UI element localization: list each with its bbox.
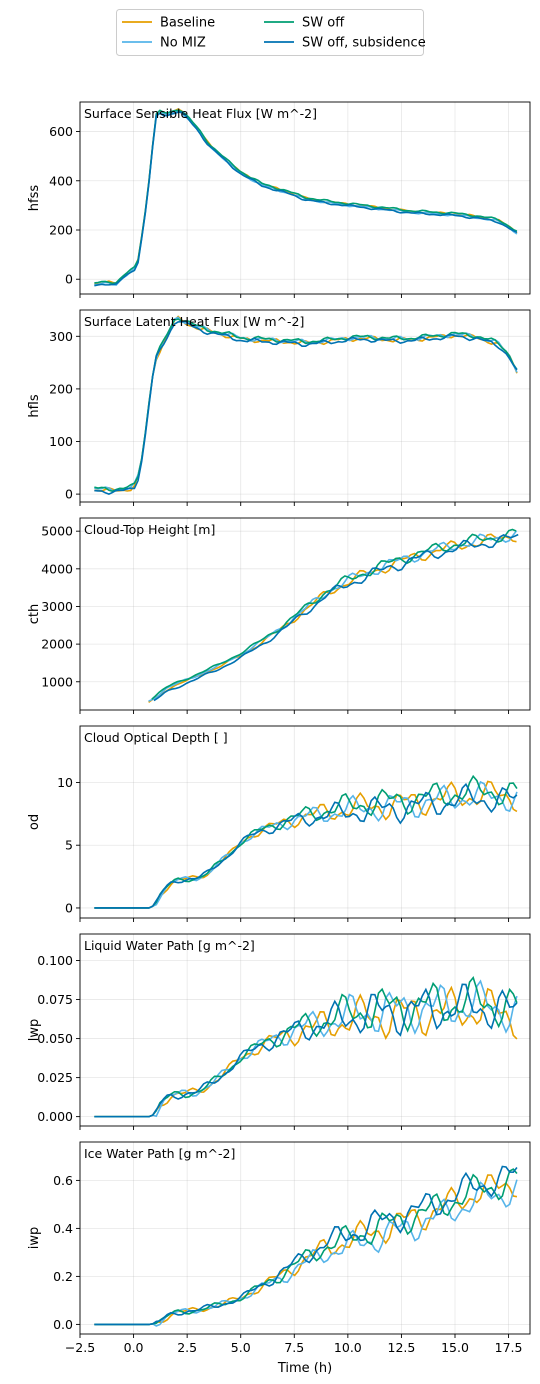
legend-label: SW off, subsidence <box>302 36 426 51</box>
legend-label: SW off <box>302 16 345 31</box>
panel-title: Liquid Water Path [g m^-2] <box>84 938 255 953</box>
axes-frame <box>79 725 531 919</box>
series-line-sw-off-subsidence <box>94 782 518 909</box>
series-line-baseline <box>148 533 517 703</box>
series-line-baseline <box>94 780 518 909</box>
x-tick-label: 5.0 <box>231 1340 251 1355</box>
y-tick-label: 3000 <box>41 599 73 614</box>
panel-title: Cloud-Top Height [m] <box>84 522 215 537</box>
y-tick-label: 0 <box>65 900 73 915</box>
y-axis-label: hfls <box>27 394 42 417</box>
y-tick-label: 200 <box>49 381 73 396</box>
y-tick-label: 5 <box>65 838 73 853</box>
panel-hfls: 0 100 200 300 hfls Surface Latent Heat Flux [… <box>27 309 531 506</box>
y-tick-label: 600 <box>49 124 73 139</box>
x-tick-label: 17.5 <box>495 1340 523 1355</box>
panels: 0 200 400 600 hfss Surface Sensible Heat Flux… <box>27 101 531 1376</box>
series-line-sw-off-subsidence <box>94 1165 518 1326</box>
panel-hfss: 0 200 400 600 hfss Surface Sensible Heat Flux… <box>27 101 531 298</box>
series-line-baseline <box>94 108 518 286</box>
y-tick-label: 2000 <box>41 637 73 652</box>
y-tick-label: 0.075 <box>37 992 73 1007</box>
legend: Baseline No MIZ SW off SW off, subsidence <box>116 9 426 56</box>
y-tick-label: 0.050 <box>37 1031 73 1046</box>
y-tick-label: 0.100 <box>37 953 73 968</box>
y-tick-label: 200 <box>49 223 73 238</box>
series-line-sw-off <box>94 774 518 909</box>
axes-frame <box>79 933 531 1127</box>
x-axis-label: Time (h) <box>277 1361 332 1376</box>
y-tick-label: 5000 <box>41 524 73 539</box>
y-tick-label: 4000 <box>41 561 73 576</box>
series-line-baseline <box>94 1174 518 1326</box>
y-axis-label: lwp <box>27 1019 42 1042</box>
y-axis-label: cth <box>27 604 42 624</box>
panel-title: Cloud Optical Depth [ ] <box>84 730 228 745</box>
panel-cth: 1000 2000 3000 4000 5000 cth Cloud-Top Height … <box>27 517 531 714</box>
y-tick-label: 0.025 <box>37 1070 73 1085</box>
panel-title: Ice Water Path [g m^-2] <box>84 1146 235 1161</box>
series-line-sw-off-subsidence <box>94 111 518 287</box>
series-line-sw-off <box>94 975 518 1118</box>
series-line-no-miz <box>94 1179 518 1327</box>
axes-frame <box>79 101 531 295</box>
x-tick-label: 15.0 <box>441 1340 469 1355</box>
series-line-sw-off-subsidence <box>153 533 519 702</box>
y-tick-label: 0.000 <box>37 1109 73 1124</box>
series-line-sw-off-subsidence <box>94 983 518 1118</box>
y-tick-label: 100 <box>49 434 73 449</box>
series-line-sw-off-subsidence <box>94 320 518 495</box>
legend-frame <box>116 9 424 56</box>
y-tick-label: 0 <box>65 272 73 287</box>
y-axis-label: od <box>27 814 42 830</box>
panel-lwp: 0.000 0.025 0.050 0.075 0.100 lwp Liquid Water… <box>27 933 531 1130</box>
axes-frame <box>79 309 531 503</box>
axes-frame <box>79 1141 531 1335</box>
x-tick-label: 10.0 <box>334 1340 362 1355</box>
x-tick-label: 2.5 <box>177 1340 197 1355</box>
series-line-baseline <box>94 985 518 1118</box>
y-axis-label: hfss <box>27 185 42 212</box>
series-line-no-miz <box>94 780 518 909</box>
axes-frame <box>79 517 531 711</box>
y-axis-label: iwp <box>27 1227 42 1250</box>
y-tick-label: 0 <box>65 487 73 502</box>
y-tick-label: 1000 <box>41 674 73 689</box>
series-line-sw-off <box>94 109 518 285</box>
legend-label: No MIZ <box>160 36 206 51</box>
panel-od: 0 5 10 od Cloud Optical Depth [ ] <box>27 725 531 922</box>
x-tick-label: −2.5 <box>65 1340 95 1355</box>
x-tick-label: 12.5 <box>388 1340 416 1355</box>
y-tick-label: 0.4 <box>53 1221 73 1236</box>
series-line-no-miz <box>94 979 518 1118</box>
panel-title: Surface Latent Heat Flux [W m^-2] <box>84 314 304 329</box>
panel-title: Surface Sensible Heat Flux [W m^-2] <box>84 106 317 121</box>
legend-label: Baseline <box>160 16 215 31</box>
x-tick-label: 0.0 <box>124 1340 144 1355</box>
series-line-sw-off <box>94 318 518 493</box>
y-tick-label: 0.6 <box>53 1173 73 1188</box>
y-tick-label: 0.0 <box>53 1317 73 1332</box>
series-line-sw-off <box>151 528 517 700</box>
y-tick-label: 300 <box>49 329 73 344</box>
y-tick-label: 0.2 <box>53 1269 73 1284</box>
y-tick-label: 10 <box>57 775 73 790</box>
y-tick-label: 400 <box>49 173 73 188</box>
x-tick-label: 7.5 <box>284 1340 304 1355</box>
panel-iwp: 0.0 0.2 0.4 0.6 −2.5 0.0 2.5 5.0 7.5 10.0 12.5 15.0… <box>27 1141 531 1355</box>
